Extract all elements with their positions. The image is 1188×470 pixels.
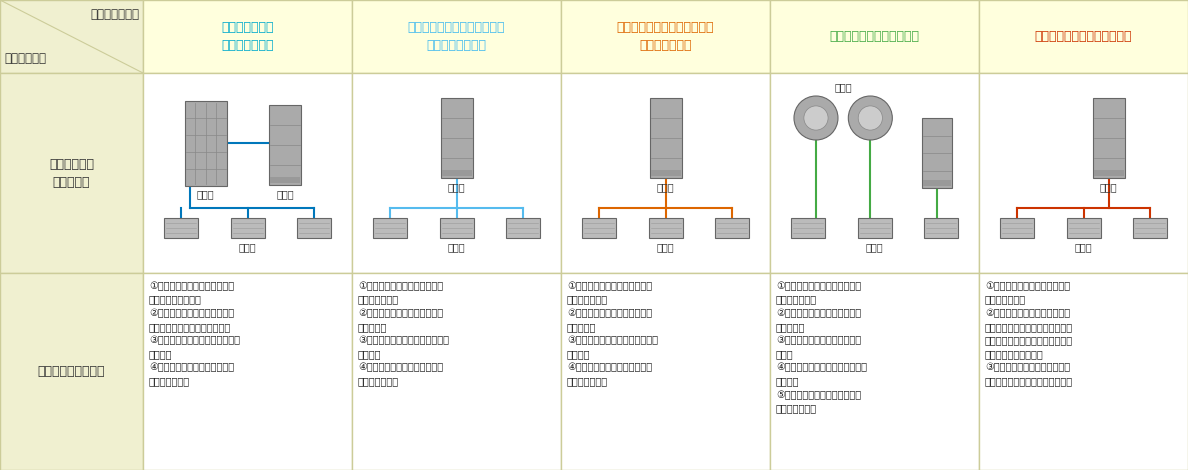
Bar — [143, 0, 352, 73]
Text: 室内機: 室内機 — [866, 242, 884, 252]
Bar — [791, 218, 824, 238]
Bar — [1094, 170, 1124, 176]
Text: ①ピーク負荷に合わせた設備容
量が必要です。
②ピークに合わせた契約電力が
必要です。
③熱源がないため、安全・クリー
ンです。
④ガス空調に比べてメンテナン
: ①ピーク負荷に合わせた設備容 量が必要です。 ②ピークに合わせた契約電力が 必要… — [358, 281, 449, 386]
Text: 室外機: 室外機 — [657, 182, 675, 192]
Bar — [1093, 98, 1125, 178]
Text: 蓄熱槽: 蓄熱槽 — [197, 189, 215, 199]
Bar — [770, 0, 979, 73]
Bar — [184, 101, 227, 186]
Text: 室内機: 室内機 — [657, 242, 675, 252]
Text: 電気式セパレートエアコン: 電気式セパレートエアコン — [829, 30, 920, 43]
Bar — [352, 73, 561, 273]
Circle shape — [804, 106, 828, 130]
Bar — [506, 218, 541, 238]
Text: 室外機: 室外機 — [834, 82, 852, 92]
Bar — [352, 273, 561, 470]
Circle shape — [848, 96, 892, 140]
Text: ①夜間の蓄熱には割安な電気料
金を利用できます。
②氷を熱源に利用するため契約
電力を抑えることが出来ます。
③熱源がないため、安全・クリー
ンです。
④ガス空: ①夜間の蓄熱には割安な電気料 金を利用できます。 ②氷を熱源に利用するため契約 … — [148, 281, 240, 386]
Bar — [297, 218, 331, 238]
Text: 室内機: 室内機 — [239, 242, 257, 252]
Bar — [770, 273, 979, 470]
Bar — [373, 218, 406, 238]
Bar — [651, 170, 681, 176]
Text: ①ピーク負荷に合わせた設備容
量が必要です。
②ピークに合わせた契約電力が
必要です。
③熱源がないため、安全・クリー
ンです。
④ガス空調に比べてメンテナン
: ①ピーク負荷に合わせた設備容 量が必要です。 ②ピークに合わせた契約電力が 必要… — [567, 281, 658, 386]
Bar — [440, 218, 474, 238]
Text: ①ピーク負荷に合わせた設備容
量が必要です。
②ピークに合わせた契約電力が
必要です。
③故障時に個別での修理が可能
です。
④熱源がないため、安全・クリー
ン: ①ピーク負荷に合わせた設備容 量が必要です。 ②ピークに合わせた契約電力が 必要… — [776, 281, 867, 414]
Bar — [649, 218, 682, 238]
Text: 空調システム名: 空調システム名 — [90, 8, 139, 21]
Text: 比較対象項目: 比較対象項目 — [4, 53, 46, 65]
Bar — [143, 273, 352, 470]
Bar — [923, 180, 952, 186]
Bar — [979, 73, 1188, 273]
Bar — [924, 218, 959, 238]
Bar — [230, 218, 265, 238]
Circle shape — [794, 96, 838, 140]
Bar — [650, 98, 682, 178]
Bar — [270, 105, 301, 185]
Bar — [0, 0, 143, 73]
Bar — [979, 0, 1188, 73]
Text: 氷蓄熱式ビル用
マルチエアコン: 氷蓄熱式ビル用 マルチエアコン — [221, 21, 273, 52]
Text: 室内機: 室内機 — [448, 242, 466, 252]
Text: 室外機: 室外機 — [448, 182, 466, 192]
Text: 空調システムの特徴: 空調システムの特徴 — [38, 365, 106, 378]
Bar — [770, 73, 979, 273]
Text: ①ピーク負荷に合わせた設備容
量が必要です。
②定期的に保守点検（エンジン
オイルの補充・交換、オイルフィ
ルタの交換、点火プラグの点検・
交換等）が必要です。: ①ピーク負荷に合わせた設備容 量が必要です。 ②定期的に保守点検（エンジン オイ… — [985, 281, 1073, 386]
Text: 電気式ビル用マルチエアコン
（標準タイプ）: 電気式ビル用マルチエアコン （標準タイプ） — [617, 21, 714, 52]
Bar — [999, 218, 1034, 238]
Bar — [143, 73, 352, 273]
Circle shape — [858, 106, 883, 130]
Text: 電気式ビル用マルチエアコン
（高効率タイプ）: 電気式ビル用マルチエアコン （高効率タイプ） — [407, 21, 505, 52]
Bar — [858, 218, 891, 238]
Bar — [979, 273, 1188, 470]
Bar — [715, 218, 750, 238]
Text: 空調システム
イメージ図: 空調システム イメージ図 — [49, 157, 94, 188]
Bar — [0, 73, 143, 273]
Bar — [442, 170, 472, 176]
Bar — [561, 273, 770, 470]
Bar — [0, 273, 143, 470]
Bar — [561, 0, 770, 73]
Text: 室外機: 室外機 — [1100, 182, 1118, 192]
Bar — [561, 73, 770, 273]
Bar — [441, 98, 473, 178]
Bar — [270, 177, 301, 183]
Bar — [352, 0, 561, 73]
Bar — [164, 218, 197, 238]
Bar — [1133, 218, 1168, 238]
Bar — [1067, 218, 1100, 238]
Text: 室外機: 室外機 — [277, 189, 293, 199]
Bar — [922, 118, 953, 188]
Text: ガス式ビル用マルチエアコン: ガス式ビル用マルチエアコン — [1035, 30, 1132, 43]
Text: 室内機: 室内機 — [1075, 242, 1092, 252]
Bar — [582, 218, 615, 238]
